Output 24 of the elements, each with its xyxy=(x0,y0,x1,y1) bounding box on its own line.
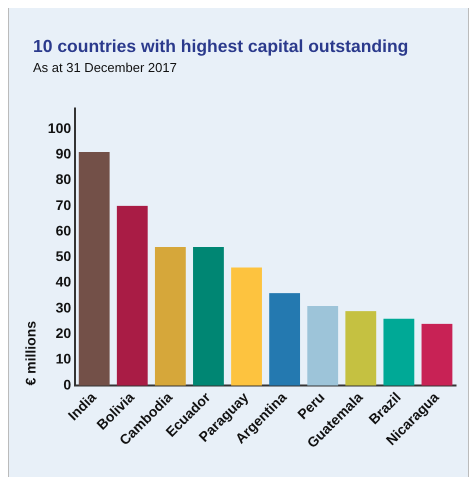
bar xyxy=(307,306,338,386)
y-tick-label: 40 xyxy=(56,274,72,290)
y-axis-title: € millions xyxy=(22,320,38,386)
y-tick-label: 100 xyxy=(48,120,72,136)
y-tick-label: 70 xyxy=(56,196,72,213)
y-tick-label: 90 xyxy=(56,145,72,162)
chart-title: 10 countries with highest capital outstanding xyxy=(33,36,408,57)
y-tick-label: 30 xyxy=(56,299,72,316)
bar xyxy=(193,246,224,386)
bar xyxy=(231,267,262,386)
y-tick-label: 10 xyxy=(56,350,72,367)
chart-subtitle: As at 31 December 2017 xyxy=(33,60,177,75)
y-tick-label: 0 xyxy=(63,376,72,392)
bar xyxy=(345,311,376,386)
bar xyxy=(116,206,148,386)
bar xyxy=(269,293,300,386)
y-tick-label: 60 xyxy=(56,222,72,238)
bar xyxy=(78,152,110,386)
bar xyxy=(422,324,452,386)
y-tick-label: 20 xyxy=(56,325,72,342)
bar xyxy=(154,246,186,386)
bar xyxy=(383,318,414,386)
y-tick-label: 50 xyxy=(56,248,72,264)
y-tick-label: 80 xyxy=(56,171,72,188)
